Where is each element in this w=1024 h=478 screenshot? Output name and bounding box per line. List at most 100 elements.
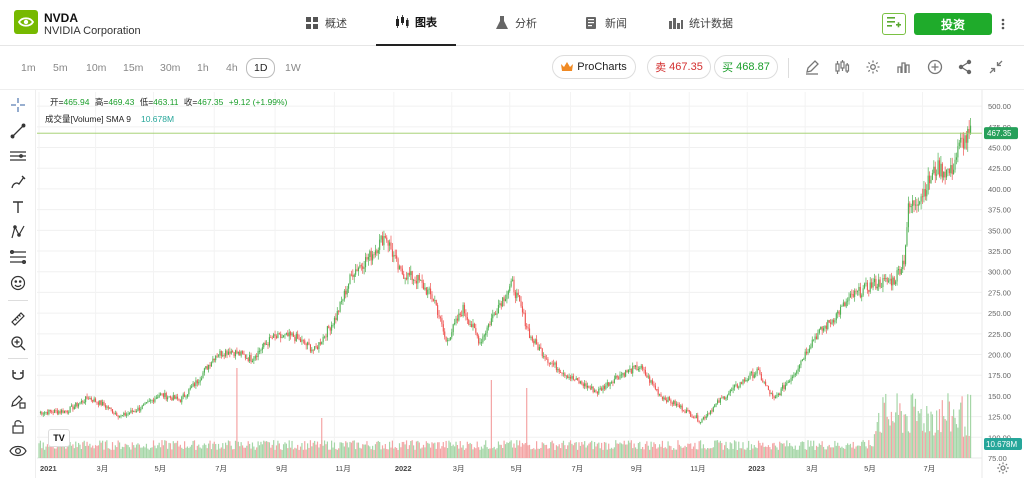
- eye-visibility-icon[interactable]: [8, 441, 28, 461]
- volume-price-label: 10.678M: [986, 440, 1017, 449]
- candle-body: [613, 378, 615, 384]
- add-circle-icon[interactable]: [925, 57, 945, 77]
- candle-body: [636, 365, 638, 371]
- volume-bar: [863, 441, 866, 458]
- volume-bar: [48, 446, 50, 458]
- price-tick-label: 175.00: [988, 371, 1011, 380]
- brush-icon[interactable]: [8, 172, 28, 192]
- emoji-icon[interactable]: [8, 273, 28, 293]
- volume-bar: [85, 445, 87, 458]
- volume-bar: [93, 448, 95, 458]
- buy-price: 468.87: [736, 61, 770, 73]
- volume-bar: [824, 449, 826, 458]
- volume-bar: [958, 409, 960, 458]
- procharts-button[interactable]: ProCharts: [552, 55, 636, 79]
- volume-bar: [740, 448, 743, 458]
- candle-body: [574, 379, 576, 381]
- volume-bar: [468, 444, 470, 458]
- price-chart-canvas[interactable]: 75.00 100.00 125.00 150.00 175.00 200.00 225.0…: [37, 90, 1024, 478]
- volume-bar: [195, 449, 197, 458]
- timeframe-1m[interactable]: 1m: [21, 62, 36, 74]
- candle-body: [377, 249, 379, 254]
- candle-body: [492, 314, 494, 319]
- volume-bar: [208, 443, 210, 458]
- candle-body: [967, 128, 969, 143]
- volume-bar: [533, 448, 535, 458]
- timeframe-30m[interactable]: 30m: [160, 62, 181, 74]
- crosshair-icon[interactable]: [8, 95, 28, 115]
- volume-bar: [917, 411, 919, 458]
- chart-type-candles-icon[interactable]: [832, 57, 852, 77]
- volume-bar: [192, 440, 194, 458]
- volume-bar: [890, 411, 893, 458]
- timeframe-1h[interactable]: 1h: [197, 62, 209, 74]
- timeframe-1d[interactable]: 1D: [246, 58, 276, 78]
- tab-chart[interactable]: 图表: [376, 0, 456, 46]
- ruler-icon[interactable]: [8, 309, 28, 329]
- timeframe-5m[interactable]: 5m: [53, 62, 68, 74]
- tab-news[interactable]: 新闻: [570, 0, 642, 46]
- collapse-arrows-icon[interactable]: [986, 57, 1006, 77]
- candle-body: [446, 340, 449, 342]
- volume-bar: [466, 441, 468, 458]
- buy-label: 买: [722, 62, 734, 74]
- candle-body: [797, 368, 799, 372]
- volume-bar: [536, 441, 538, 458]
- candle-body: [459, 313, 461, 316]
- tab-statistics[interactable]: 统计数据: [658, 0, 744, 46]
- candle-body: [869, 282, 871, 292]
- volume-bar: [124, 443, 126, 458]
- horizontal-lines-icon[interactable]: [8, 146, 28, 166]
- volume-bar: [145, 443, 148, 458]
- candle-body: [571, 376, 573, 379]
- volume-bar: [735, 441, 737, 458]
- magnet-icon[interactable]: [8, 366, 28, 386]
- tab-analysis[interactable]: 分析: [480, 0, 552, 46]
- candle-body: [421, 280, 423, 283]
- volume-bar: [936, 410, 938, 458]
- volume-bar: [159, 447, 162, 458]
- text-tool-icon[interactable]: [8, 197, 28, 217]
- unlock-icon[interactable]: [8, 417, 28, 437]
- indicators-bars-icon[interactable]: [894, 57, 914, 77]
- measure-fib-icon[interactable]: [8, 247, 28, 267]
- candle-body: [94, 398, 97, 402]
- candle-body: [831, 319, 833, 324]
- tab-overview[interactable]: 概述: [290, 0, 362, 46]
- price-tick-label: 400.00: [988, 185, 1011, 194]
- timeframe-15m[interactable]: 15m: [123, 62, 144, 74]
- volume-bar: [575, 442, 577, 458]
- axis-settings-gear-icon[interactable]: [996, 461, 1010, 475]
- volume-bar: [49, 441, 51, 458]
- trendline-icon[interactable]: [8, 121, 28, 141]
- open-value: 465.94: [63, 97, 90, 107]
- draw-pencil-icon[interactable]: [802, 57, 822, 77]
- candle-body: [160, 393, 162, 395]
- add-watchlist-button[interactable]: [882, 13, 906, 35]
- volume-bar: [811, 446, 813, 458]
- timeframe-10m[interactable]: 10m: [86, 62, 107, 74]
- candle-body: [896, 270, 898, 282]
- timeframe-4h[interactable]: 4h: [226, 62, 238, 74]
- volume-bar: [264, 441, 266, 458]
- settings-gear-icon[interactable]: [863, 57, 883, 77]
- candle-body: [592, 386, 594, 393]
- lock-pencil-icon[interactable]: [8, 391, 28, 411]
- price-chart[interactable]: 75.00 100.00 125.00 150.00 175.00 200.00 225.0…: [37, 90, 1024, 478]
- volume-bar: [243, 447, 245, 458]
- volume-bar: [784, 446, 786, 458]
- volume-bar: [499, 444, 501, 458]
- buy-price-button[interactable]: 买 468.87: [714, 55, 778, 79]
- candle-body: [562, 373, 565, 375]
- pattern-tool-icon[interactable]: [8, 222, 28, 242]
- candle-body: [384, 236, 386, 238]
- zoom-in-icon[interactable]: [8, 333, 28, 353]
- share-icon[interactable]: [955, 57, 975, 77]
- invest-button[interactable]: 投资: [914, 13, 992, 35]
- candle-body: [314, 346, 316, 350]
- ohlc-legend: 开=465.94 高=469.43 低=463.11 收=467.35 +9.1…: [50, 96, 290, 108]
- sell-price-button[interactable]: 卖 467.35: [647, 55, 711, 79]
- timeframe-1w[interactable]: 1W: [285, 62, 301, 74]
- more-menu-icon[interactable]: [998, 13, 1008, 35]
- volume-bar: [930, 411, 932, 458]
